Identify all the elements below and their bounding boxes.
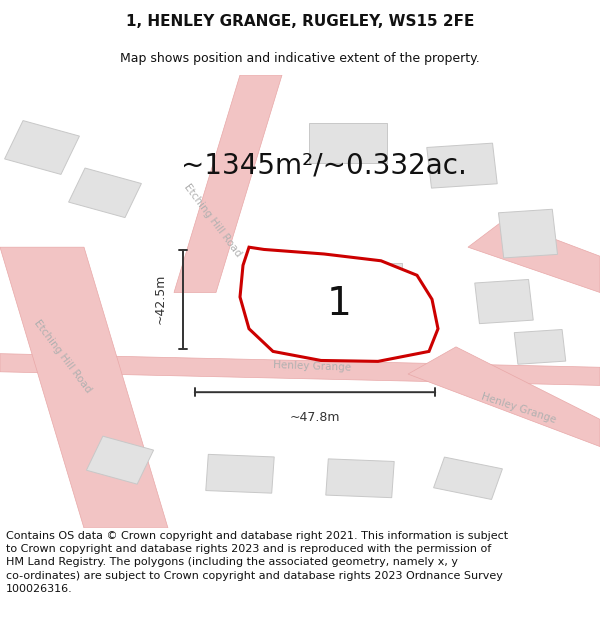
Polygon shape: [326, 459, 394, 498]
Text: Contains OS data © Crown copyright and database right 2021. This information is : Contains OS data © Crown copyright and d…: [6, 531, 508, 594]
Polygon shape: [427, 143, 497, 188]
Polygon shape: [276, 263, 402, 336]
Text: 1: 1: [326, 285, 352, 323]
Text: ~1345m²/~0.332ac.: ~1345m²/~0.332ac.: [181, 152, 467, 179]
Text: Henley Grange: Henley Grange: [481, 391, 557, 425]
Polygon shape: [5, 121, 79, 174]
Polygon shape: [408, 347, 600, 446]
Polygon shape: [86, 436, 154, 484]
Polygon shape: [514, 329, 566, 364]
Text: Map shows position and indicative extent of the property.: Map shows position and indicative extent…: [120, 52, 480, 65]
Text: Henley Grange: Henley Grange: [273, 359, 351, 372]
Polygon shape: [68, 168, 142, 217]
Text: 1, HENLEY GRANGE, RUGELEY, WS15 2FE: 1, HENLEY GRANGE, RUGELEY, WS15 2FE: [126, 14, 474, 29]
Polygon shape: [499, 209, 557, 258]
Text: ~42.5m: ~42.5m: [154, 274, 167, 324]
Polygon shape: [174, 75, 282, 292]
Text: ~47.8m: ~47.8m: [290, 411, 340, 424]
Polygon shape: [434, 457, 502, 499]
Polygon shape: [206, 454, 274, 493]
Text: Etching Hill Road: Etching Hill Road: [182, 182, 244, 258]
Polygon shape: [309, 122, 387, 163]
Text: Etching Hill Road: Etching Hill Road: [32, 318, 94, 394]
Polygon shape: [0, 247, 168, 528]
Polygon shape: [468, 220, 600, 292]
Polygon shape: [0, 354, 600, 386]
Polygon shape: [240, 247, 438, 361]
Polygon shape: [475, 279, 533, 324]
